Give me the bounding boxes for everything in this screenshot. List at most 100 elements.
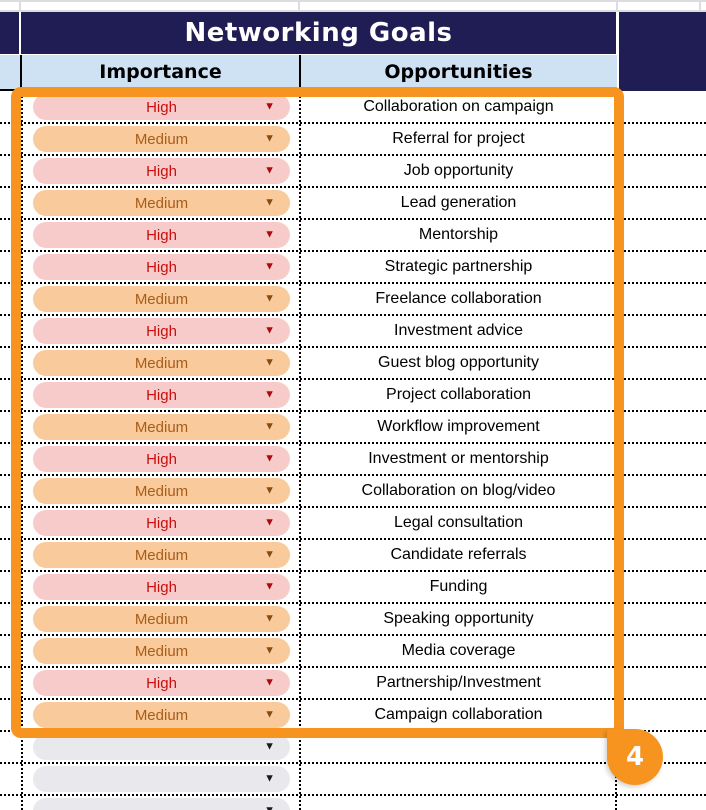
- table-row: Medium ▼ Referral for project: [0, 124, 706, 156]
- selection-count-badge[interactable]: 4: [607, 729, 663, 785]
- gridline: [0, 10, 706, 12]
- opportunity-cell[interactable]: Freelance collaboration: [375, 290, 542, 307]
- table-row: Medium ▼ Collaboration on blog/video: [0, 476, 706, 508]
- importance-dropdown[interactable]: High ▼: [33, 510, 290, 536]
- chevron-down-icon: ▼: [264, 516, 275, 529]
- chevron-down-icon: ▼: [264, 644, 275, 657]
- opportunity-cell[interactable]: [301, 796, 616, 810]
- importance-cell: High ▼: [22, 508, 300, 538]
- importance-dropdown[interactable]: Medium ▼: [33, 702, 290, 728]
- opportunity-cell[interactable]: Media coverage: [401, 642, 516, 659]
- opportunity-cell[interactable]: Funding: [429, 578, 488, 595]
- importance-dropdown[interactable]: Medium ▼: [33, 638, 290, 664]
- gridline: [699, 0, 701, 12]
- opportunity-cell[interactable]: Lead generation: [400, 194, 517, 211]
- table-row: Medium ▼ Candidate referrals: [0, 540, 706, 572]
- column-header-importance[interactable]: Importance: [22, 55, 299, 89]
- importance-cell: Medium ▼: [22, 476, 300, 506]
- opportunity-cell[interactable]: Job opportunity: [403, 162, 514, 179]
- importance-dropdown[interactable]: High ▼: [33, 254, 290, 280]
- table-row: High ▼ Investment advice: [0, 316, 706, 348]
- page-title: Networking Goals: [184, 18, 453, 48]
- opportunity-cell[interactable]: Investment advice: [394, 322, 523, 339]
- importance-cell: Medium ▼: [22, 412, 300, 442]
- column-gridline: [21, 92, 23, 810]
- table-row: Medium ▼ Media coverage: [0, 636, 706, 668]
- table-row: High ▼ Strategic partnership: [0, 252, 706, 284]
- column-header-row: Importance Opportunities: [0, 55, 617, 91]
- opportunity-cell[interactable]: Speaking opportunity: [383, 610, 534, 627]
- importance-value: Medium: [134, 418, 189, 436]
- table-row: Medium ▼ Guest blog opportunity: [0, 348, 706, 380]
- chevron-down-icon: ▼: [264, 484, 275, 497]
- importance-dropdown[interactable]: High ▼: [33, 94, 290, 120]
- opportunity-cell[interactable]: [301, 732, 616, 762]
- importance-dropdown[interactable]: High ▼: [33, 670, 290, 696]
- banner-left-cell: [0, 12, 19, 54]
- importance-value: High: [146, 674, 177, 692]
- opportunity-cell[interactable]: Collaboration on blog/video: [361, 482, 556, 499]
- column-header-label: Opportunities: [384, 61, 533, 83]
- importance-cell: High ▼: [22, 316, 300, 346]
- opportunity-cell[interactable]: Project collaboration: [386, 386, 531, 403]
- importance-dropdown[interactable]: High ▼: [33, 574, 290, 600]
- header-divider: [299, 55, 301, 89]
- table-row: High ▼ Mentorship: [0, 220, 706, 252]
- chevron-down-icon: ▼: [264, 292, 275, 305]
- importance-value: High: [146, 450, 177, 468]
- importance-dropdown[interactable]: ▼: [33, 766, 290, 792]
- importance-dropdown[interactable]: Medium ▼: [33, 542, 290, 568]
- chevron-down-icon: ▼: [264, 740, 275, 753]
- chevron-down-icon: ▼: [264, 100, 275, 113]
- importance-dropdown[interactable]: High ▼: [33, 222, 290, 248]
- opportunity-cell[interactable]: [301, 764, 616, 794]
- importance-dropdown[interactable]: Medium ▼: [33, 606, 290, 632]
- opportunity-cell[interactable]: Collaboration on campaign: [363, 98, 554, 115]
- opportunity-cell[interactable]: Candidate referrals: [390, 546, 527, 563]
- opportunity-cell[interactable]: Referral for project: [392, 130, 525, 147]
- importance-value: High: [146, 578, 177, 596]
- importance-value: Medium: [134, 546, 189, 564]
- chevron-down-icon: ▼: [264, 324, 275, 337]
- opportunity-cell[interactable]: Campaign collaboration: [374, 706, 543, 723]
- importance-cell: Medium ▼: [22, 540, 300, 570]
- importance-dropdown[interactable]: High ▼: [33, 318, 290, 344]
- importance-dropdown[interactable]: Medium ▼: [33, 286, 290, 312]
- importance-value: High: [146, 98, 177, 116]
- chevron-down-icon: ▼: [264, 708, 275, 721]
- opportunity-cell[interactable]: Guest blog opportunity: [378, 354, 539, 371]
- column-header-opportunities[interactable]: Opportunities: [301, 55, 616, 89]
- importance-cell: ▼: [22, 796, 300, 810]
- chevron-down-icon: ▼: [264, 612, 275, 625]
- importance-dropdown[interactable]: Medium ▼: [33, 190, 290, 216]
- opportunity-cell[interactable]: Workflow improvement: [377, 418, 540, 435]
- opportunity-cell[interactable]: Legal consultation: [394, 514, 523, 531]
- opportunity-cell[interactable]: Investment or mentorship: [368, 450, 549, 467]
- importance-cell: High ▼: [22, 92, 300, 122]
- opportunity-cell[interactable]: Mentorship: [418, 226, 499, 243]
- importance-dropdown[interactable]: High ▼: [33, 158, 290, 184]
- opportunity-cell[interactable]: Partnership/Investment: [376, 674, 541, 691]
- importance-dropdown[interactable]: Medium ▼: [33, 414, 290, 440]
- opportunity-cell[interactable]: Strategic partnership: [384, 258, 533, 275]
- importance-dropdown[interactable]: High ▼: [33, 446, 290, 472]
- table-title-cell[interactable]: Networking Goals: [21, 12, 616, 54]
- importance-dropdown[interactable]: Medium ▼: [33, 126, 290, 152]
- importance-cell: Medium ▼: [22, 636, 300, 666]
- importance-dropdown[interactable]: Medium ▼: [33, 350, 290, 376]
- table-row: ▼: [0, 764, 706, 796]
- importance-dropdown[interactable]: Medium ▼: [33, 478, 290, 504]
- importance-dropdown[interactable]: ▼: [33, 798, 290, 810]
- chevron-down-icon: ▼: [264, 260, 275, 273]
- importance-dropdown[interactable]: High ▼: [33, 382, 290, 408]
- table-row: High ▼ Partnership/Investment: [0, 668, 706, 700]
- importance-cell: High ▼: [22, 380, 300, 410]
- importance-value: High: [146, 162, 177, 180]
- chevron-down-icon: ▼: [264, 164, 275, 177]
- importance-value: High: [146, 322, 177, 340]
- table-row: Medium ▼ Freelance collaboration: [0, 284, 706, 316]
- chevron-down-icon: ▼: [264, 548, 275, 561]
- importance-dropdown[interactable]: ▼: [33, 734, 290, 760]
- importance-value: High: [146, 226, 177, 244]
